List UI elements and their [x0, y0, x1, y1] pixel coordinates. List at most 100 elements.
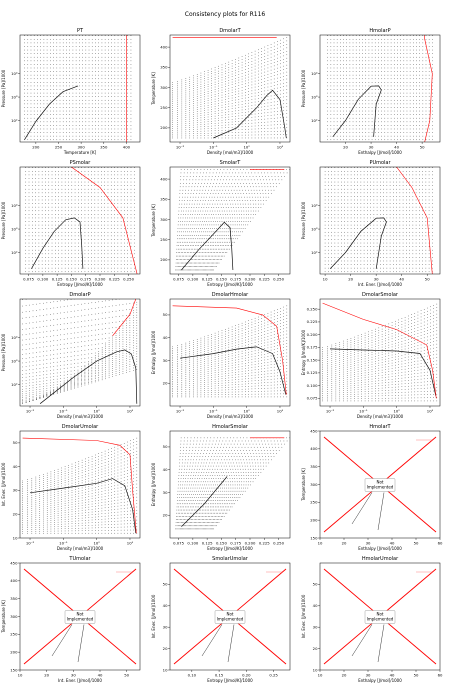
x-tick-label: 50 [414, 673, 419, 678]
y-tick-label: 10² [11, 250, 18, 255]
x-tick-label: 0.200 [245, 277, 256, 282]
y-axis-label: Pressure [Pa]/1000 [1, 69, 6, 107]
axes-frame [169, 166, 291, 275]
x-tick-label: 20 [342, 673, 347, 678]
x-tick-label: 20 [342, 541, 347, 546]
boundary-curve [71, 167, 138, 274]
annotation-arrow [77, 624, 85, 663]
y-tick-label: 10 [313, 667, 318, 672]
not-implemented-text: Implemented [367, 617, 394, 622]
y-tick-label: 450 [310, 428, 318, 433]
x-axis-label: Entropy [J/mol/K]/1000 [57, 282, 103, 287]
y-tick-label: 200 [160, 125, 168, 130]
subplot-title: PUmolar [369, 160, 391, 166]
x-axis-label: Density [mol/m3]/1000 [57, 414, 104, 419]
y-tick-label: 30 [13, 488, 18, 493]
axes-frame [19, 166, 141, 275]
y-tick-label: 30 [163, 625, 168, 630]
plot-area [22, 299, 138, 405]
x-axis-label: Entropy [J/mol/K]/1000 [207, 282, 253, 287]
y-tick-label: 50 [163, 312, 168, 317]
x-tick-label: 300 [78, 145, 86, 150]
x-tick-label: 0.075 [23, 277, 34, 282]
y-tick-label: 350 [160, 65, 168, 70]
x-tick-label: 200 [32, 145, 40, 150]
y-tick-label: 400 [310, 446, 318, 451]
x-tick-label: 10⁻² [326, 409, 335, 414]
axes-frame [169, 34, 291, 143]
y-tick-label: 10² [311, 250, 318, 255]
y-tick-label: 350 [160, 197, 168, 202]
y-axis-label: Pressure [Pa]/1000 [301, 69, 306, 107]
x-tick-label: 40 [394, 145, 399, 150]
y-tick-label: 0.200 [307, 332, 318, 337]
x-tick-label: 0.075 [173, 541, 184, 546]
subplot-title: DmolarUmolar [62, 424, 99, 430]
saturation-curve [213, 89, 287, 139]
subplot-title: SmolarT [220, 160, 242, 166]
x-tick-label: 10⁻² [176, 409, 185, 414]
y-tick-label: 250 [310, 500, 318, 505]
plot-area [327, 35, 433, 142]
x-tick-label: 0.100 [187, 277, 198, 282]
x-tick-label: 10⁰ [243, 145, 250, 150]
sample-points [22, 299, 138, 405]
y-axis-label: Pressure [Pa]/1000 [1, 201, 6, 239]
y-axis-label: Pressure [Pa]/1000 [301, 201, 306, 239]
subplot-DmolarSmolar: DmolarSmolar 10⁻² 10⁻¹ 10⁰ 10¹ 0.075 0.100 0.12… [301, 292, 441, 419]
y-tick-label: 0.225 [307, 319, 318, 324]
y-tick-label: 250 [10, 632, 18, 637]
annotation-arrow [351, 492, 373, 525]
not-implemented-text: Implemented [67, 617, 94, 622]
not-implemented-text: Not [376, 612, 383, 617]
y-tick-label: 20 [13, 512, 18, 517]
annotation-arrow [351, 624, 373, 657]
x-tick-label: 250 [55, 145, 63, 150]
y-axis-label: Entropy [J/mol/K]/1000 [301, 329, 306, 375]
x-tick-label: 0.200 [245, 541, 256, 546]
x-tick-label: 400 [123, 145, 131, 150]
x-tick-label: 20 [44, 673, 49, 678]
x-axis-label: Density [mol/m3]/1000 [207, 150, 254, 155]
x-axis-label: Entropy [J/mol/K]/1000 [207, 546, 253, 551]
x-tick-label: 40 [390, 541, 395, 546]
subplot-title: TUmolar [68, 556, 91, 562]
y-tick-label: 0.125 [307, 370, 318, 375]
y-tick-label: 350 [10, 596, 18, 601]
figure-title: Consistency plots for R116 [184, 11, 266, 18]
x-tick-label: 10 [318, 673, 323, 678]
y-tick-label: 10 [13, 535, 18, 540]
axes-frame [169, 430, 291, 539]
x-axis-label: Temperature [K] [63, 150, 97, 155]
y-tick-label: 400 [160, 44, 168, 49]
y-tick-label: 250 [160, 237, 168, 242]
subplot-title: HmolarUmolar [362, 556, 399, 562]
x-tick-label: 30 [71, 673, 76, 678]
subplot-HmolarP: HmolarP 20 30 40 50 10² 10³ 10⁴ Enthalpy [J/mol]… [301, 28, 441, 155]
x-axis-label: Density [mol/m3]/1000 [207, 414, 254, 419]
x-tick-label: 10⁻¹ [59, 541, 68, 546]
x-tick-label: 10 [323, 277, 328, 282]
y-tick-label: 40 [163, 335, 168, 340]
saturation-curve [24, 85, 79, 140]
y-tick-label: 10 [163, 667, 168, 672]
y-tick-label: 10⁴ [11, 203, 18, 208]
x-tick-label: 10 [318, 541, 323, 546]
x-tick-label: 20 [348, 277, 353, 282]
x-tick-label: 0.250 [123, 277, 134, 282]
x-tick-label: 10¹ [127, 541, 134, 546]
plot-area [172, 37, 288, 139]
x-tick-label: 0.250 [273, 541, 284, 546]
x-tick-label: 0.100 [187, 541, 198, 546]
not-implemented-box [364, 610, 396, 624]
y-tick-label: 30 [163, 358, 168, 363]
x-tick-label: 0.175 [230, 277, 241, 282]
subplot-title: HmolarP [369, 28, 390, 34]
x-tick-label: 10⁻¹ [209, 145, 218, 150]
y-tick-label: 10³ [11, 358, 18, 363]
boundary-curve [424, 35, 433, 142]
x-tick-label: 30 [369, 145, 374, 150]
